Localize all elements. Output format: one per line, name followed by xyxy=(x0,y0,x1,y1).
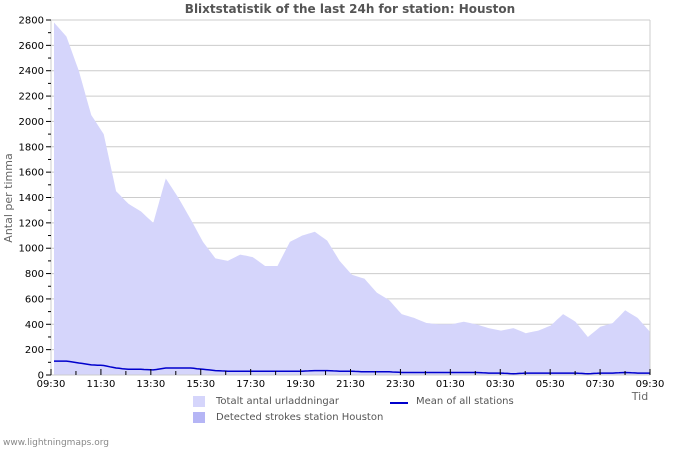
svg-text:200: 200 xyxy=(25,345,44,356)
svg-text:2400: 2400 xyxy=(19,66,44,77)
x-axis-label: Tid xyxy=(631,390,648,403)
svg-text:11:30: 11:30 xyxy=(87,379,116,390)
legend-swatch-detected xyxy=(193,412,205,423)
svg-text:09:30: 09:30 xyxy=(636,379,665,390)
svg-text:15:30: 15:30 xyxy=(186,379,215,390)
svg-text:800: 800 xyxy=(25,269,44,280)
legend-swatch-mean xyxy=(390,402,408,404)
svg-text:400: 400 xyxy=(25,320,44,331)
svg-text:13:30: 13:30 xyxy=(136,379,165,390)
svg-text:19:30: 19:30 xyxy=(286,379,315,390)
svg-text:2200: 2200 xyxy=(19,92,44,103)
x-axis-ticks: 09:30 11:30 13:30 15:30 17:30 19:30 21:30 23:30… xyxy=(37,369,665,390)
svg-text:03:30: 03:30 xyxy=(486,379,515,390)
svg-text:23:30: 23:30 xyxy=(386,379,415,390)
svg-text:21:30: 21:30 xyxy=(336,379,365,390)
svg-text:1800: 1800 xyxy=(19,142,44,153)
svg-text:1200: 1200 xyxy=(19,218,44,229)
svg-text:01:30: 01:30 xyxy=(436,379,465,390)
y-axis-label: Antal per timma xyxy=(2,153,15,242)
svg-text:2800: 2800 xyxy=(19,16,44,27)
y-axis-ticks: 0 200 400 600 800 1000 1200 1400 1600 1800 2000 220… xyxy=(19,16,51,382)
legend-label-mean: Mean of all stations xyxy=(416,396,514,407)
legend-label-detected: Detected strokes station Houston xyxy=(216,412,384,423)
mean-stations-line xyxy=(54,360,650,375)
legend-label-total: Totalt antal urladdningar xyxy=(216,396,340,407)
svg-text:0: 0 xyxy=(38,371,44,382)
footer-url: www.lightningmaps.org xyxy=(3,438,109,448)
svg-text:1400: 1400 xyxy=(19,193,44,204)
svg-text:07:30: 07:30 xyxy=(586,379,615,390)
svg-text:600: 600 xyxy=(25,294,44,305)
svg-text:2000: 2000 xyxy=(19,117,44,128)
svg-text:05:30: 05:30 xyxy=(536,379,565,390)
legend-swatch-total xyxy=(193,396,205,407)
svg-text:09:30: 09:30 xyxy=(37,379,66,390)
svg-text:1600: 1600 xyxy=(19,168,44,179)
svg-text:2600: 2600 xyxy=(19,41,44,52)
svg-text:17:30: 17:30 xyxy=(236,379,265,390)
total-strokes-area xyxy=(54,22,650,375)
chart-title: Blixtstatistik of the last 24h for stati… xyxy=(184,2,516,16)
svg-text:1000: 1000 xyxy=(19,244,44,255)
